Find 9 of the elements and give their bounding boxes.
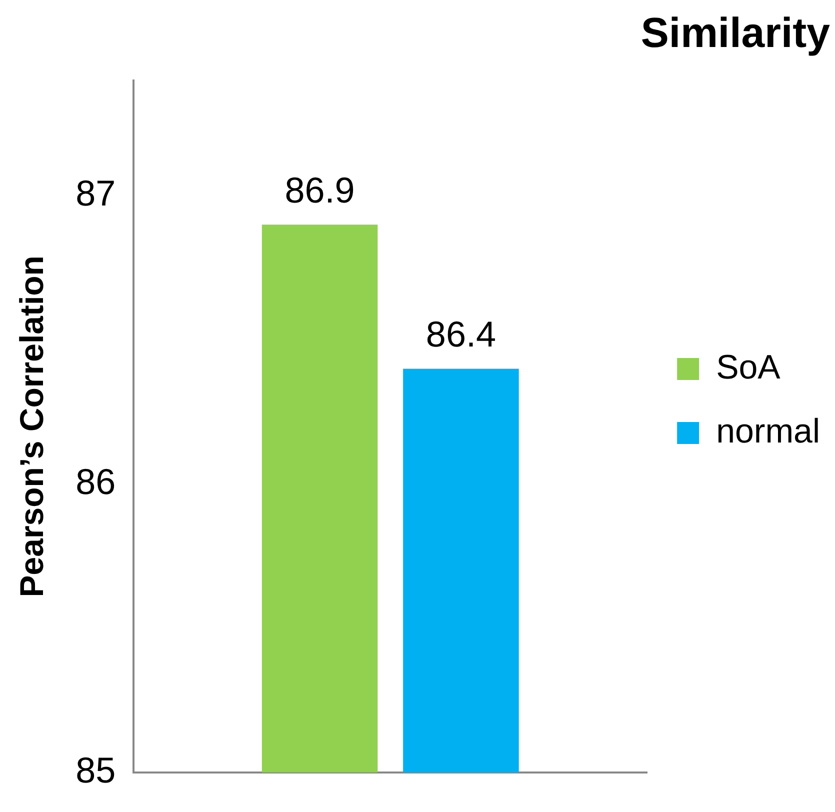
data-label: 86.9 [284, 169, 355, 210]
y-tick-label: 86 [76, 460, 116, 502]
legend-label: normal [716, 412, 820, 450]
y-axis-title: Pearson’s Correlation [12, 256, 50, 598]
legend-label: SoA [716, 348, 781, 386]
text: Similarity [640, 8, 831, 56]
y-tick-label: 87 [76, 172, 116, 214]
data-label: 86.4 [426, 314, 496, 355]
y-tick-label: 85 [76, 749, 116, 790]
